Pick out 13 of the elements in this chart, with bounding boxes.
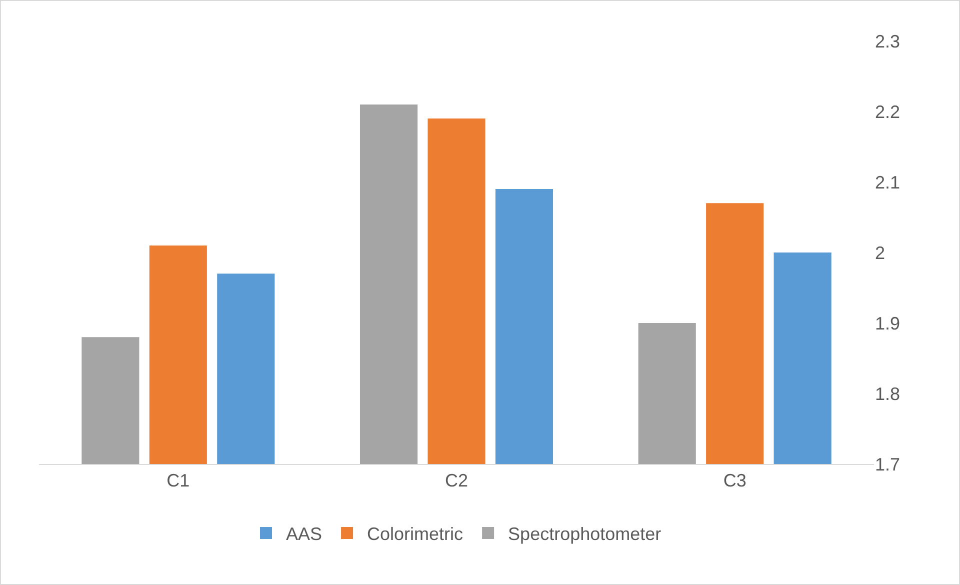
y-tick-label: 2 [875, 242, 886, 263]
legend-label: Colorimetric [367, 524, 464, 544]
x-tick-label: C2 [444, 470, 468, 491]
y-tick-label: 1.9 [875, 313, 900, 334]
legend-label: Spectrophotometer [508, 524, 662, 544]
y-tick-label: 2.2 [875, 102, 900, 122]
x-tick-label: C1 [166, 470, 190, 491]
x-tick-label: C3 [723, 470, 746, 491]
y-tick-label: 1.7 [875, 454, 900, 474]
legend-label: AAS [286, 524, 322, 544]
y-tick-label: 2.3 [875, 31, 900, 52]
y-tick-label: 1.8 [875, 384, 900, 404]
y-tick-label: 2.1 [875, 172, 900, 192]
